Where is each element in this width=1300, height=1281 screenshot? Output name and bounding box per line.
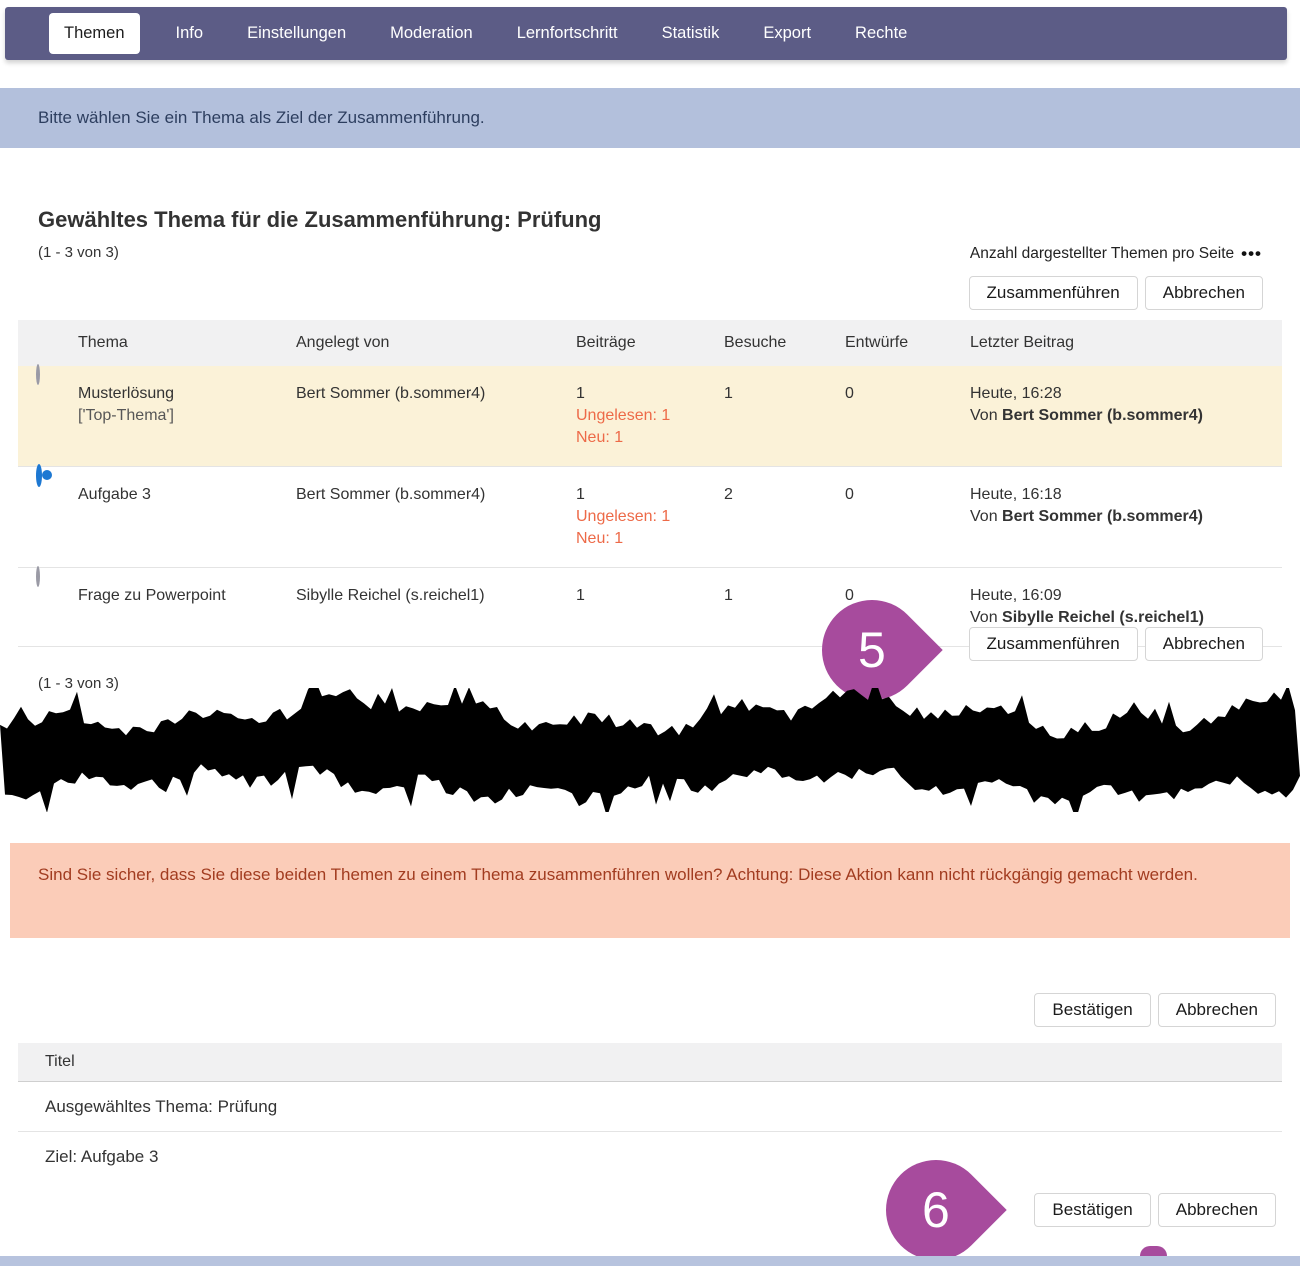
topics-table: Thema Angelegt von Beiträge Besuche Entw… [18,320,1282,647]
tab-einstellungen[interactable]: Einstellungen [247,24,347,42]
merge-button-bottom[interactable]: Zusammenführen [968,627,1138,661]
selected-topic-row: Ausgewähltes Thema: Prüfung [18,1082,1282,1132]
table-row-frage-zu-powerpoint: Frage zu Powerpoint Sibylle Reichel (s.r… [18,566,1282,647]
topic-title: Musterlösung [78,385,175,402]
last-post-author: Von Sibylle Reichel (s.reichel1) [970,609,1204,626]
titel-table: Titel Ausgewähltes Thema: Prüfung Ziel: … [18,1043,1282,1182]
confirm-button-top[interactable]: Bestätigen [1034,993,1151,1027]
posts-count: 1 [576,385,585,402]
unread-count: Ungelesen: 1 [576,407,671,424]
drafts-count: 0 [845,587,854,604]
drafts-count: 0 [845,385,854,402]
last-post-author: Von Bert Sommer (b.sommer4) [970,407,1203,424]
cancel-button-top[interactable]: Abbrechen [1144,276,1263,310]
result-range-top: (1 - 3 von 3) [38,244,119,261]
target-topic-row: Ziel: Aufgabe 3 [45,1147,159,1166]
column-besuche: Besuche [724,334,787,351]
column-entwuerfe: Entwürfe [845,334,909,351]
radio-aufgabe-3[interactable] [36,464,42,487]
visits-count: 1 [724,587,733,604]
warning-text: Sind Sie sicher, dass Sie diese beiden T… [38,865,1198,884]
column-beitraege: Beiträge [576,334,636,351]
unread-count: Ungelesen: 1 [576,508,671,525]
per-page-menu-icon[interactable]: ••• [1241,244,1262,263]
cancel-button-bottom[interactable]: Abbrechen [1144,627,1263,661]
posts-count: 1 [576,587,585,604]
tab-rechte[interactable]: Rechte [855,24,908,42]
radio-frage-zu-powerpoint[interactable] [36,566,40,587]
titel-table-header: Titel [18,1043,1282,1082]
nav-bar: Themen Info Einstellungen Moderation Ler… [5,7,1287,60]
step-6-number: 6 [922,1182,950,1238]
table-row-aufgabe-3: Aufgabe 3 Bert Sommer (b.sommer4) 1 Unge… [18,464,1282,567]
topic-subtitle: ['Top-Thema'] [78,407,174,424]
per-page-label: Anzahl dargestellter Themen pro Seite [969,245,1235,262]
visits-count: 2 [724,486,733,503]
confirm-cancel-button-bottom[interactable]: Abbrechen [1157,1193,1276,1227]
topic-author: Bert Sommer (b.sommer4) [296,486,486,503]
topic-author: Sibylle Reichel (s.reichel1) [296,587,485,604]
last-post-time: Heute, 16:09 [970,587,1062,604]
column-angelegt-von: Angelegt von [296,334,390,351]
confirm-cancel-button-top[interactable]: Abbrechen [1157,993,1276,1027]
new-count: Neu: 1 [576,530,624,547]
column-letzter-beitrag: Letzter Beitrag [970,334,1075,351]
last-post-author: Von Bert Sommer (b.sommer4) [970,508,1203,525]
posts-count: 1 [576,486,585,503]
radio-musterloesung[interactable] [36,364,40,385]
topic-author: Bert Sommer (b.sommer4) [296,385,486,402]
page-title: Gewähltes Thema für die Zusammenführung:… [38,207,602,232]
tab-moderation[interactable]: Moderation [390,24,473,42]
topics-table-header: Thema Angelegt von Beiträge Besuche Entw… [18,320,1282,366]
step-5-number: 5 [858,622,886,678]
tab-info[interactable]: Info [175,24,204,42]
tab-themen[interactable]: Themen [49,13,140,54]
tab-statistik[interactable]: Statistik [661,24,720,42]
table-row-musterloesung: Musterlösung ['Top-Thema'] Bert Sommer (… [18,364,1282,466]
result-range-bottom: (1 - 3 von 3) [38,675,119,692]
warning-banner: Sind Sie sicher, dass Sie diese beiden T… [10,843,1290,938]
info-banner-text: Bitte wählen Sie ein Thema als Ziel der … [38,108,485,127]
info-banner: Bitte wählen Sie ein Thema als Ziel der … [0,88,1300,148]
tab-export[interactable]: Export [763,24,812,42]
column-thema: Thema [78,334,128,351]
visits-count: 1 [724,385,733,402]
tab-lernfortschritt[interactable]: Lernfortschritt [516,24,618,42]
new-count: Neu: 1 [576,429,624,446]
step-7-annotation-balloon-peek [1140,1246,1167,1256]
merge-button-top[interactable]: Zusammenführen [968,276,1138,310]
redaction-scribble [0,688,1300,812]
last-post-time: Heute, 16:18 [970,486,1062,503]
topic-title: Frage zu Powerpoint [78,587,226,604]
confirm-button-bottom[interactable]: Bestätigen [1034,1193,1151,1227]
drafts-count: 0 [845,486,854,503]
footer-bar [0,1256,1300,1266]
last-post-time: Heute, 16:28 [970,385,1062,402]
topic-title: Aufgabe 3 [78,486,151,503]
